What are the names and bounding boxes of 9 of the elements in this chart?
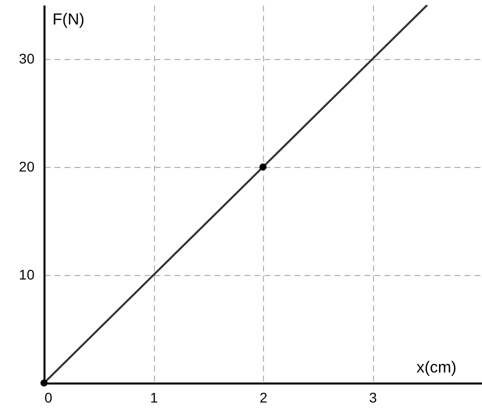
x-tick-label: 1: [150, 390, 158, 406]
x-axis-title: x(cm): [416, 360, 456, 376]
x-tick-label: 2: [260, 390, 268, 406]
x-tick-label: 0: [44, 390, 52, 406]
x-tick-label: 3: [369, 390, 378, 406]
y-tick-label: 10: [18, 266, 35, 282]
y-tick-label: 20: [18, 158, 35, 174]
y-tick-label: 30: [18, 50, 35, 66]
y-axis-title: F(N): [52, 12, 84, 28]
